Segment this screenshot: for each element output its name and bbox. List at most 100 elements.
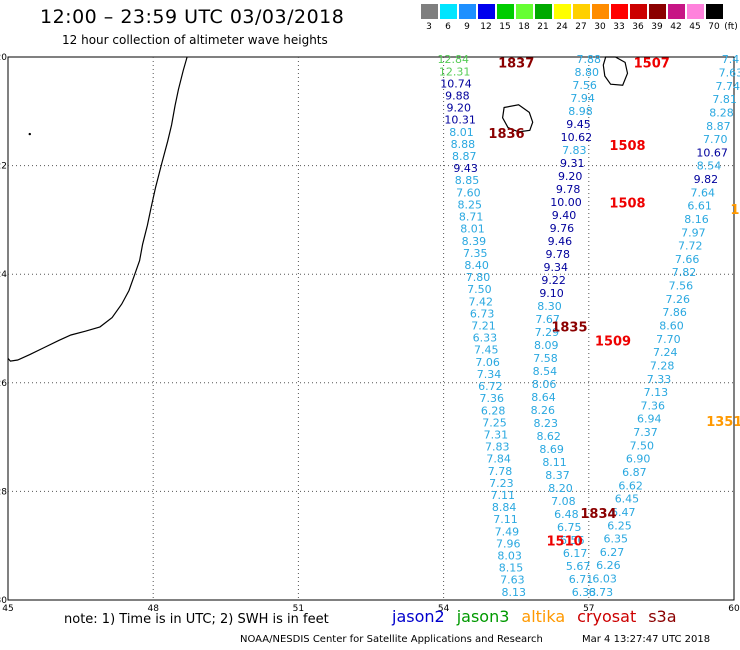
small-island <box>28 132 31 136</box>
lon-tick-label: 48 <box>147 604 159 614</box>
wave-height-value: 7.70 <box>656 333 681 346</box>
satellite-jason3: jason3 <box>456 607 510 626</box>
wave-height-value: 6.26 <box>596 559 621 572</box>
legend-label: 33 <box>613 22 625 32</box>
wave-height-value: 6.27 <box>600 546 625 559</box>
legend-label: 42 <box>670 22 682 32</box>
page-title: 12:00 – 23:59 UTC 03/03/2018 <box>40 6 345 28</box>
page-subtitle: 12 hour collection of altimeter wave hei… <box>62 33 328 47</box>
pass-time-label: 1350 <box>730 203 740 218</box>
wave-height-value: 10.67 <box>696 146 728 159</box>
legend-swatch <box>535 4 552 19</box>
lon-tick-label: 54 <box>438 604 450 614</box>
wave-height-value: 7.50 <box>467 283 492 296</box>
wave-height-value: 7.82 <box>672 266 697 279</box>
wave-height-value: 6.25 <box>607 519 632 532</box>
wave-height-value: 6.35 <box>604 533 629 546</box>
wave-height-value: 7.33 <box>647 373 672 386</box>
wave-height-value: 7.36 <box>480 392 505 405</box>
wave-height-value: 6.28 <box>481 404 506 417</box>
wave-height-value: 8.98 <box>568 105 593 118</box>
wave-height-value: 9.78 <box>556 183 581 196</box>
wave-height-value: 6.45 <box>615 493 640 506</box>
wave-height-value: 10.74 <box>440 77 472 90</box>
wave-height-value: 8.13 <box>502 586 527 599</box>
wave-height-value: 7.46 <box>722 53 740 66</box>
legend-swatch <box>440 4 457 19</box>
wave-height-value: 10.62 <box>561 131 593 144</box>
wave-height-value: 7.80 <box>466 271 491 284</box>
wave-height-value: 7.36 <box>641 399 666 412</box>
lat-tick-label: -30 <box>0 596 7 606</box>
wave-height-value: 7.11 <box>493 513 518 526</box>
wave-height-value: 6.71 <box>569 573 594 586</box>
pass-time-label: 1836 <box>488 127 524 142</box>
wave-height-value: 7.60 <box>456 186 481 199</box>
legend-label: 24 <box>556 22 568 32</box>
wave-height-value: 9.43 <box>453 162 478 175</box>
wave-height-value: 9.46 <box>548 235 573 248</box>
wave-height-value: 6.56 <box>560 534 585 547</box>
wave-height-value: 7.08 <box>551 495 576 508</box>
wave-height-value: 7.21 <box>471 320 496 333</box>
wave-height-value: 7.86 <box>662 306 687 319</box>
legend-swatch <box>516 4 533 19</box>
wave-height-value: 7.35 <box>463 247 488 260</box>
wave-height-value: 6.75 <box>557 521 582 534</box>
pass-time-label: 1837 <box>498 56 534 71</box>
wave-height-value: 8.15 <box>499 562 524 575</box>
footer-credit: NOAA/NESDIS Center for Satellite Applica… <box>240 634 543 645</box>
wave-height-value: 12.84 <box>438 53 470 66</box>
wave-height-value: 8.25 <box>458 198 483 211</box>
pass-time-label: 1510 <box>547 534 583 549</box>
wave-height-value: 7.81 <box>712 93 737 106</box>
wave-height-value: 8.84 <box>492 501 517 514</box>
satellite-cryosat: cryosat <box>577 607 637 626</box>
coastline-madagascar <box>7 56 188 362</box>
wave-height-value: 7.37 <box>633 426 658 439</box>
wave-height-value: 7.50 <box>630 439 655 452</box>
legend-label: 39 <box>651 22 663 32</box>
wave-height-value: 6.47 <box>611 506 636 519</box>
legend-label: 6 <box>445 22 451 32</box>
lat-tick-label: -26 <box>0 379 7 389</box>
legend-label: 45 <box>689 22 701 32</box>
legend-label: 9 <box>464 22 470 32</box>
wave-height-value: 6.48 <box>554 508 579 521</box>
wave-height-value: 7.83 <box>485 441 510 454</box>
wave-height-value: 12.31 <box>439 65 471 78</box>
wave-height-value: 8.11 <box>542 456 567 469</box>
wave-height-value: 8.80 <box>574 66 599 79</box>
wave-height-value: 6.61 <box>687 200 712 213</box>
legend-swatch <box>668 4 685 19</box>
legend-swatch <box>630 4 647 19</box>
lat-tick-label: -22 <box>0 162 7 172</box>
legend-swatch <box>611 4 628 19</box>
legend-label: 70 <box>708 22 720 32</box>
pass-time-label: 1835 <box>551 320 587 335</box>
wave-height-value: 7.94 <box>570 92 595 105</box>
wave-height-value: 8.26 <box>531 404 556 417</box>
wave-height-value: 7.64 <box>691 186 716 199</box>
wave-height-value: 8.62 <box>536 430 561 443</box>
wave-height-value: 7.56 <box>669 280 694 293</box>
wave-height-value: 9.76 <box>550 222 575 235</box>
wave-height-value: 8.54 <box>697 160 722 173</box>
legend-label: 3 <box>426 22 432 32</box>
lon-tick-label: 60 <box>728 604 740 614</box>
wave-height-value: 7.63 <box>500 574 525 587</box>
wave-height-value: 6.73 <box>470 307 495 320</box>
wave-height-value: 8.40 <box>464 259 489 272</box>
wave-height-value: 8.69 <box>539 443 564 456</box>
wave-height-value: 7.88 <box>577 53 602 66</box>
pass-time-label: 1508 <box>609 197 645 212</box>
wave-height-value: 8.16 <box>684 213 709 226</box>
legend-swatch <box>478 4 495 19</box>
wave-height-value: 6.62 <box>618 479 643 492</box>
wave-height-value: 7.84 <box>486 453 511 466</box>
legend-swatch <box>421 4 438 19</box>
wave-height-value: 7.56 <box>572 79 597 92</box>
wave-height-value: 7.26 <box>666 293 691 306</box>
wave-height-value: 7.70 <box>703 133 728 146</box>
